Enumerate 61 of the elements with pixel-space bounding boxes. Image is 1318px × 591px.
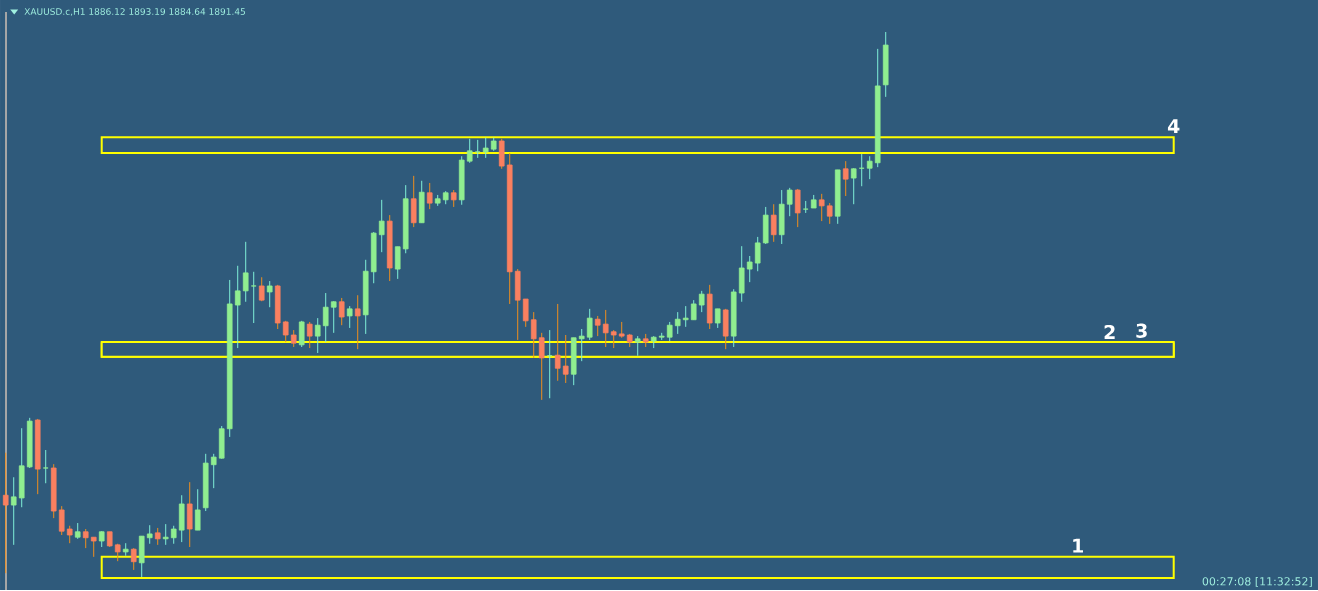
candlestick — [322, 292, 329, 343]
candlestick — [330, 300, 337, 334]
candlestick — [818, 193, 825, 222]
candlestick — [42, 449, 49, 484]
candlestick — [2, 452, 9, 574]
candlestick — [306, 321, 313, 349]
candlestick — [522, 298, 529, 328]
candlestick — [242, 241, 249, 303]
candlestick — [682, 305, 689, 328]
candlestick — [466, 138, 473, 164]
candlestick — [10, 476, 17, 546]
candlestick — [690, 299, 697, 321]
candlestick — [250, 271, 257, 324]
candlestick — [866, 155, 873, 180]
candlestick — [714, 308, 721, 329]
candlestick — [426, 182, 433, 210]
candlestick — [90, 536, 97, 558]
candlestick — [194, 488, 201, 531]
candlestick — [338, 297, 345, 326]
candlestick — [130, 547, 137, 571]
candlestick — [266, 280, 273, 308]
candlestick — [298, 320, 305, 348]
band-label: 4 — [1167, 119, 1180, 133]
candlestick — [58, 505, 65, 536]
candlestick — [794, 188, 801, 228]
candlestick — [162, 523, 169, 546]
chart-title: XAUUSD.c,H1 1886.12 1893.19 1884.64 1891.45 — [24, 8, 245, 16]
candlestick — [674, 311, 681, 335]
candlestick — [378, 199, 385, 253]
candlestick — [666, 321, 673, 342]
candlestick — [578, 328, 585, 362]
candlestick — [346, 305, 353, 329]
candlestick — [634, 335, 641, 357]
candlestick — [82, 528, 89, 549]
candlestick — [594, 315, 601, 337]
band-label: 1 — [1073, 538, 1083, 553]
candlestick — [530, 311, 537, 359]
candlestick — [562, 334, 569, 384]
candlestick — [314, 317, 321, 354]
candlestick — [146, 524, 153, 545]
band-label: 3 — [1136, 323, 1147, 338]
candlestick — [354, 294, 361, 350]
candlestick — [602, 309, 609, 348]
candlestick — [826, 202, 833, 225]
candlestick — [698, 290, 705, 313]
candlestick — [210, 453, 217, 489]
candlestick — [586, 308, 593, 341]
candlestick — [482, 137, 489, 159]
candlestick — [410, 175, 417, 228]
candlestick — [538, 332, 545, 401]
candlestick — [754, 236, 761, 272]
candlestick — [770, 203, 777, 243]
text: 00:27:08 [11:32:52] — [1202, 576, 1312, 587]
candlestick — [554, 303, 561, 382]
candlestick — [234, 265, 241, 349]
candlestick — [850, 167, 857, 205]
candlestick — [842, 160, 849, 197]
band-label: 2 — [1104, 324, 1115, 339]
candlestick — [786, 187, 793, 217]
candlestick — [394, 246, 401, 280]
candlestick — [746, 255, 753, 283]
